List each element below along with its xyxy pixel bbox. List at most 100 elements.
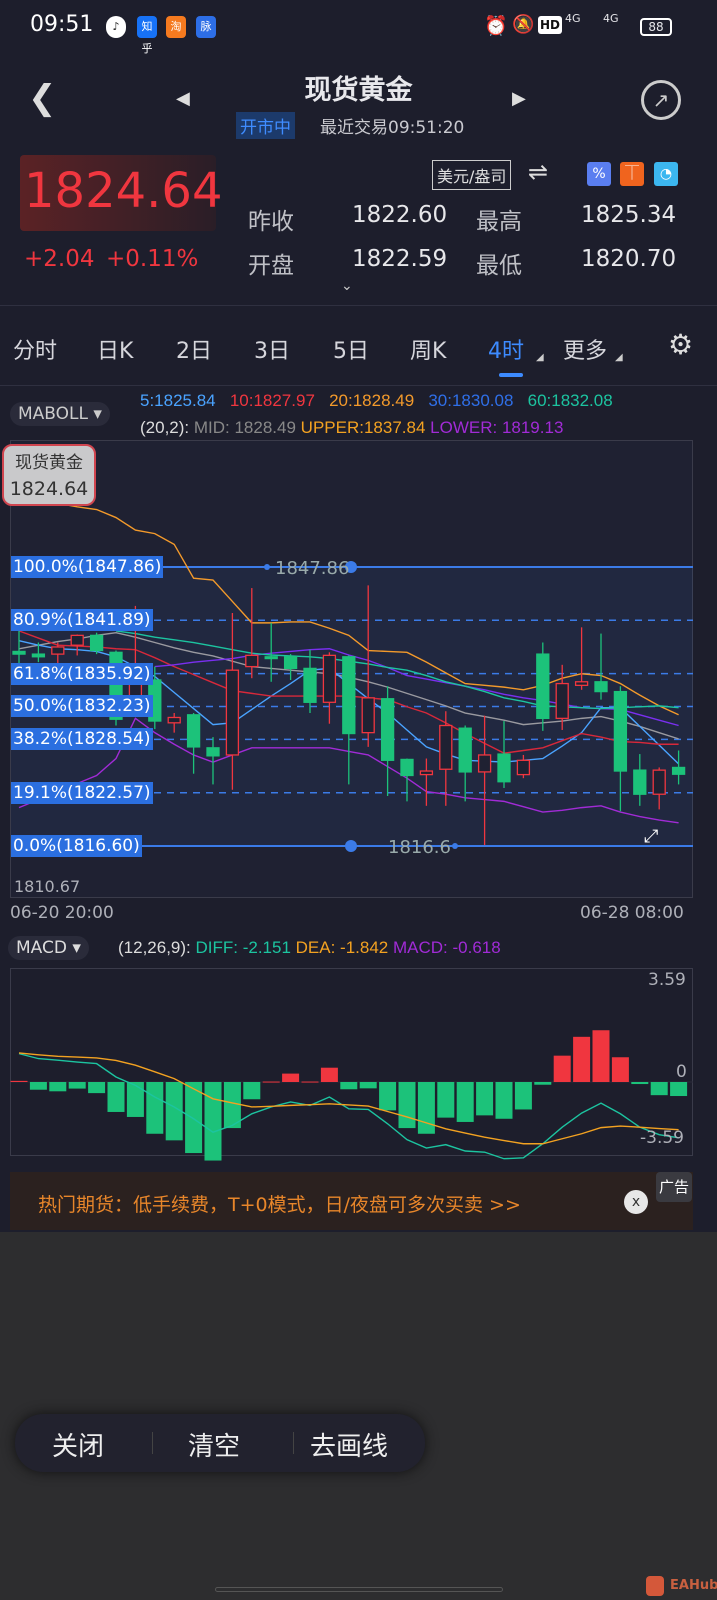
candle-body [555,682,569,720]
candle [303,649,317,714]
remove-lines-button[interactable]: 去画线 [310,1432,389,1462]
taobao-app-icon: 淘 [166,16,186,38]
tab-4hour[interactable]: 4时 [488,339,524,364]
music-app-icon: ♪ [106,16,126,38]
unit-label[interactable]: 美元/盎司 [432,160,512,190]
ad-text[interactable]: 热门期货：低手续费，T+0模式，日/夜盘可多次买卖 >> [38,1194,521,1216]
divider [0,305,717,306]
candle-body [89,634,104,652]
tab-2day[interactable]: 2日 [176,339,212,364]
active-tab-indicator [499,373,523,377]
x-axis-end-label: 06-28 08:00 [580,903,684,923]
macd-bar [398,1082,416,1129]
macd-bar [340,1082,358,1090]
candle [594,633,608,700]
candle [439,711,453,806]
home-indicator[interactable] [215,1587,503,1592]
tab-timeshare[interactable]: 分时 [13,339,58,364]
last-trade-time: 最近交易09:51:20 [320,118,465,138]
candle [12,630,26,664]
macd-chart[interactable] [0,0,717,1232]
macd-bar [185,1082,203,1154]
macd-params: (12,26,9): [118,938,191,957]
macd-bar [553,1055,571,1082]
price-change-pct: +0.11% [106,246,199,272]
indicator-select[interactable]: MABOLL ▾ [10,402,110,426]
fib-level-label: 0.0%(1816.60) [11,834,142,857]
candle [89,632,104,655]
fullscreen-expand-icon[interactable]: ⤢ [644,826,659,847]
macd-bar [359,1082,377,1089]
clear-button[interactable]: 清空 [188,1432,241,1462]
tab-3day[interactable]: 3日 [254,339,290,364]
toolbar-separator [293,1432,294,1454]
ma30-value: 30:1830.08 [428,391,514,410]
dea-line [18,1052,679,1145]
macd-bar [670,1082,688,1097]
macd-bar [514,1082,532,1110]
ad-banner[interactable] [10,1172,693,1230]
macd-y-min-label: -3.59 [640,1128,684,1148]
macd-chart-frame[interactable] [10,968,693,1156]
candle-body [458,727,472,773]
candle-body [400,758,414,777]
expand-chevron-icon[interactable]: ⌄ [341,278,353,294]
next-instrument-button[interactable]: ▶ [512,88,526,109]
alarm-icon: ⏰ [484,15,508,37]
candle-body [633,769,647,795]
candle [574,627,589,690]
fib-handle [345,561,357,573]
ma-legend: 5:1825.84 10:1827.97 20:1828.49 30:1830.… [140,391,613,411]
prev-instrument-button[interactable]: ◀ [176,88,190,109]
back-button[interactable]: ❮ [28,78,57,118]
percent-icon[interactable]: % [587,162,611,186]
macd-bar [223,1082,241,1129]
swap-icon[interactable]: ⇌ [528,158,549,186]
ma60-value: 60:1832.08 [527,391,613,410]
candle-body [31,653,46,658]
dropdown-icon: ◢ [536,352,544,363]
boll-mid: MID: 1828.49 [193,418,296,437]
macd-bar [495,1082,513,1119]
candle [31,642,46,663]
macd-dea: DEA: -1.842 [295,938,389,957]
candle-body [516,759,531,776]
macd-bar [534,1082,552,1085]
tab-more[interactable]: 更多 [563,339,608,364]
candle [555,664,569,730]
settings-gear-icon[interactable]: ⚙ [668,328,694,361]
macd-bar [68,1082,86,1089]
macd-bar [631,1082,649,1085]
line-upper [18,491,679,716]
tab-day-k[interactable]: 日K [97,339,134,364]
refresh-icon[interactable]: ↗ [641,80,681,120]
fib-level-label: 100.0%(1847.86) [11,556,164,578]
candle [380,686,395,797]
pie-chart-icon[interactable]: ◔ [654,162,678,186]
macd-y-max-label: 3.59 [648,970,686,990]
price-box [20,155,216,231]
macd-bar [320,1067,338,1082]
fib-high-label: 1847.86 [275,558,349,579]
stat-value: 1820.70 [581,246,677,272]
line-60 [115,630,679,710]
stat-label: 昨收 [248,209,294,235]
candle [477,715,492,846]
candle-body [419,770,434,776]
macd-indicator-name: MACD [16,938,67,958]
macd-indicator-select[interactable]: MACD ▾ [8,936,89,960]
close-button[interactable]: 关闭 [52,1432,105,1462]
candle-body [536,653,550,720]
ad-close-button[interactable]: x [624,1190,648,1214]
toolbar-separator [152,1432,153,1454]
candle-body [303,667,317,703]
tab-week-k[interactable]: 周K [410,339,447,364]
macd-bar [165,1082,183,1141]
lighthouse-icon[interactable]: ⏉ [620,162,644,186]
candle-body [167,716,181,724]
fib-level-label: 50.0%(1832.23) [11,695,153,718]
candle [671,750,686,785]
tab-5day[interactable]: 5日 [333,339,369,364]
candle-body [206,747,220,757]
fib-anchor-dot [264,564,270,570]
